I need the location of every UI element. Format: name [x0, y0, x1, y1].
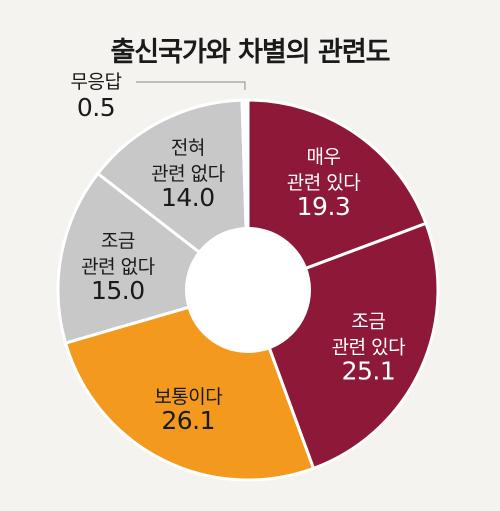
slice-category-label: 관련 없다: [151, 163, 224, 185]
slice-category-label: 무응답: [71, 71, 122, 93]
slice-category-label: 관련 있다: [287, 172, 360, 194]
slice-value-label: 26.1: [161, 406, 215, 435]
slice-category-label: 조금: [351, 310, 385, 332]
donut-hole: [185, 227, 311, 353]
slice-value-label: 15.0: [91, 276, 145, 305]
chart-title: 출신국가와 차별의 관련도: [110, 37, 390, 68]
slice-category-label: 관련 있다: [332, 336, 405, 358]
slice-category-label: 관련 없다: [81, 256, 154, 278]
slice-value-label: 25.1: [342, 356, 396, 385]
callout-leader-line: [136, 81, 246, 91]
slice-category-label: 조금: [101, 230, 135, 252]
slice-value-label: 14.0: [161, 183, 215, 212]
slice-매우-관련-있다: [246, 98, 428, 293]
slice-category-label: 전혀: [171, 137, 205, 159]
slice-value-label: 0.5: [77, 93, 115, 122]
slice-category-label: 보통이다: [154, 386, 222, 408]
slice-category-label: 매우: [307, 146, 341, 168]
slice-value-label: 19.3: [297, 192, 351, 221]
